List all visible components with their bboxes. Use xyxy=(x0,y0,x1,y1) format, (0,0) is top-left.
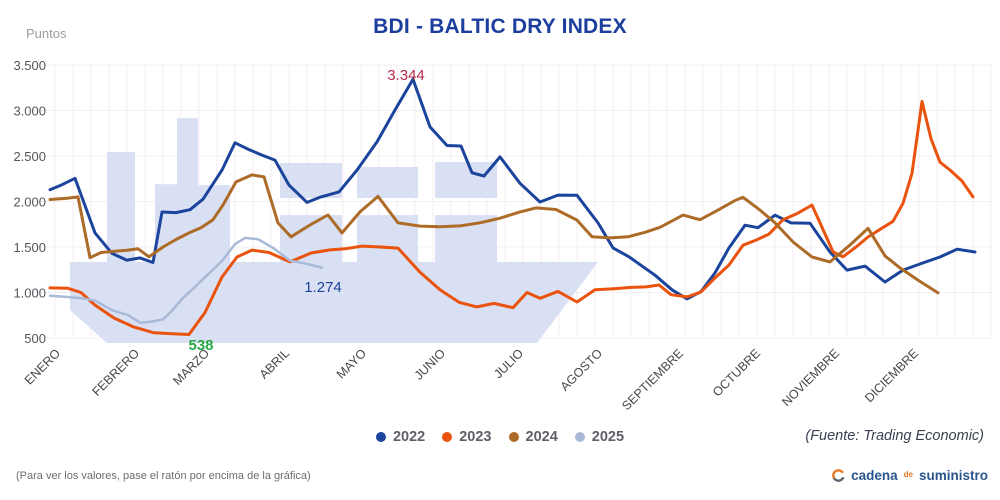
x-tick-label-diciembre: DICIEMBRE xyxy=(862,346,921,405)
watermark-bar xyxy=(435,162,497,198)
legend-dot xyxy=(375,432,386,442)
source-note: (Fuente: Trading Economic) xyxy=(805,428,984,444)
series-line-2024[interactable] xyxy=(48,173,940,295)
logo-arc-orange xyxy=(832,469,845,482)
logo-swirl-icon xyxy=(832,469,845,482)
x-tick-label-enero: ENERO xyxy=(22,346,64,388)
y-tick-label: 3.500 xyxy=(13,58,46,73)
x-tick-label-mayo: MAYO xyxy=(334,346,369,381)
legend-dot xyxy=(442,432,453,442)
annotation-538: 538 xyxy=(188,337,213,354)
logo-word-suministro: suministro xyxy=(918,468,988,483)
brand-logo: cadena de suministro xyxy=(831,467,988,483)
legend-item-2025[interactable]: 2025 xyxy=(574,429,625,445)
watermark-bar xyxy=(280,163,342,198)
legend-label: 2022 xyxy=(392,429,426,445)
series-line-2023[interactable] xyxy=(48,99,975,336)
legend-label: 2024 xyxy=(525,429,558,445)
x-tick-label-febrero: FEBRERO xyxy=(89,346,142,399)
y-tick-label: 2.500 xyxy=(13,149,46,164)
page-title: BDI - BALTIC DRY INDEX xyxy=(373,15,627,38)
y-axis-title: Puntos xyxy=(26,26,67,41)
x-tick-label-septiembre: SEPTIEMBRE xyxy=(619,346,686,413)
legend-item-2023[interactable]: 2023 xyxy=(442,429,492,445)
x-tick-label-julio: JULIO xyxy=(491,346,526,381)
x-tick-label-noviembre: NOVIEMBRE xyxy=(779,346,842,409)
series-line-2025[interactable] xyxy=(48,236,324,324)
legend-dot xyxy=(574,432,585,442)
legend-dot xyxy=(508,432,519,442)
watermark-bar xyxy=(357,215,418,263)
annotation-3.344: 3.344 xyxy=(387,67,425,84)
series-line-2022[interactable] xyxy=(48,77,977,301)
y-tick-label: 3.000 xyxy=(13,104,46,119)
legend-item-2022[interactable]: 2022 xyxy=(375,429,426,445)
x-tick-label-junio: JUNIO xyxy=(412,346,449,383)
watermark-bar xyxy=(177,118,198,262)
hover-hint: (Para ver los valores, pase el ratón por… xyxy=(16,470,311,482)
watermark-bar xyxy=(198,185,230,262)
watermark-bar xyxy=(435,215,497,263)
x-tick-label-agosto: AGOSTO xyxy=(558,346,606,394)
logo-word-cadena: cadena xyxy=(851,468,898,483)
watermark-bar xyxy=(107,151,135,262)
legend-label: 2025 xyxy=(591,429,625,445)
x-tick-label-octubre: OCTUBRE xyxy=(710,346,763,399)
legend-item-2024[interactable]: 2024 xyxy=(508,429,558,445)
chart-legend: 2022 2023 2024 2025 xyxy=(375,429,625,445)
annotation-1.274: 1.274 xyxy=(304,279,342,296)
y-tick-label: 1.500 xyxy=(13,240,46,255)
legend-label: 2023 xyxy=(459,429,492,445)
y-tick-label: 2.000 xyxy=(13,195,46,210)
y-tick-label: 500 xyxy=(24,331,46,346)
logo-word-de: de xyxy=(903,470,913,479)
y-tick-label: 1.000 xyxy=(13,286,46,301)
watermark-bar xyxy=(357,167,418,198)
x-tick-label-abril: ABRIL xyxy=(257,346,292,381)
watermark-band xyxy=(70,262,598,343)
